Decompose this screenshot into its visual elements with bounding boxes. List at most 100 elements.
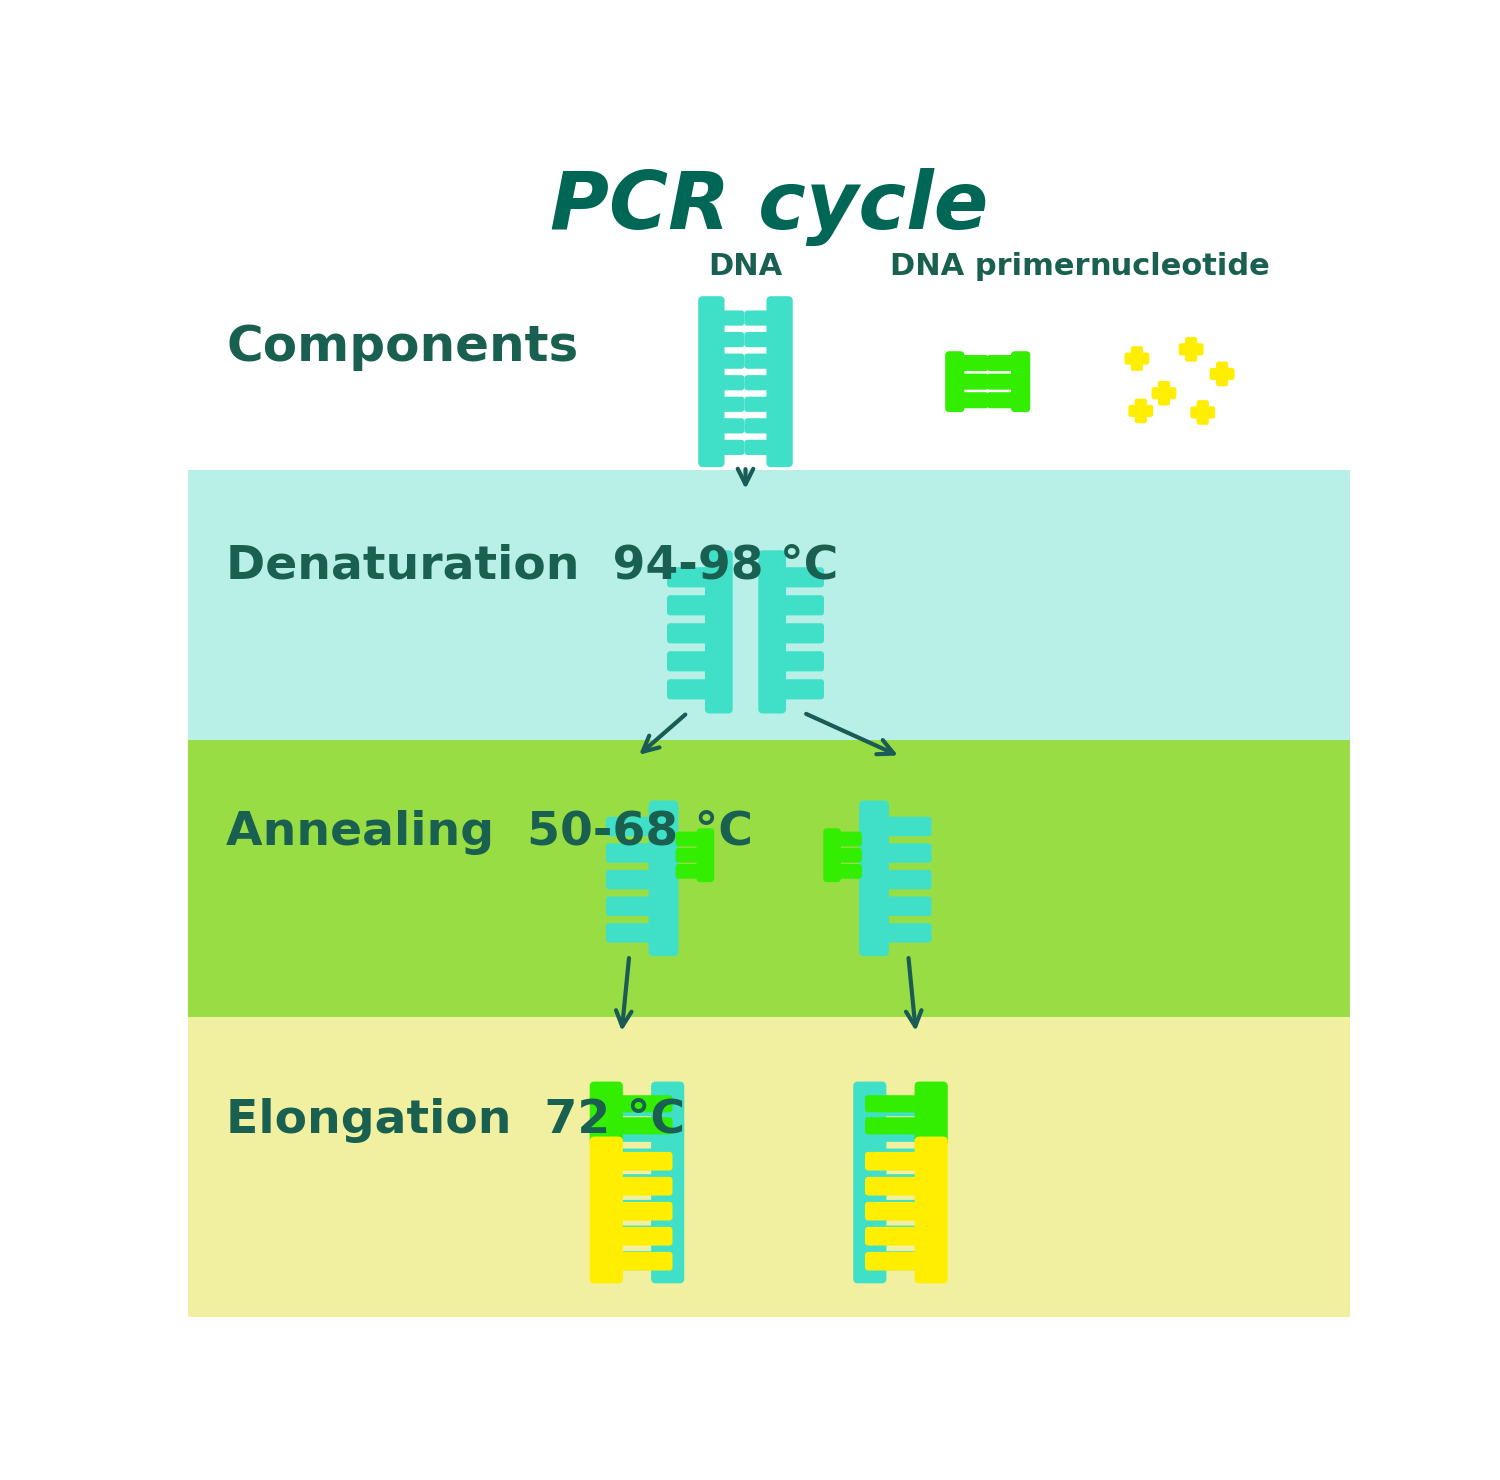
FancyBboxPatch shape (668, 623, 712, 644)
FancyBboxPatch shape (744, 311, 771, 326)
FancyBboxPatch shape (698, 296, 724, 468)
FancyBboxPatch shape (778, 651, 824, 672)
FancyBboxPatch shape (1191, 407, 1215, 419)
FancyBboxPatch shape (718, 354, 744, 369)
FancyBboxPatch shape (648, 801, 678, 956)
FancyBboxPatch shape (1134, 398, 1148, 423)
FancyBboxPatch shape (879, 1148, 936, 1168)
FancyBboxPatch shape (602, 1174, 658, 1193)
FancyBboxPatch shape (668, 651, 712, 672)
FancyBboxPatch shape (865, 1117, 922, 1134)
FancyBboxPatch shape (879, 1097, 936, 1116)
FancyBboxPatch shape (1209, 369, 1234, 380)
FancyBboxPatch shape (880, 924, 932, 943)
FancyBboxPatch shape (744, 374, 771, 391)
FancyBboxPatch shape (859, 801, 889, 956)
FancyBboxPatch shape (880, 844, 932, 863)
Bar (188, 178, 1350, 471)
FancyBboxPatch shape (606, 897, 657, 916)
Text: Elongation  72 °C: Elongation 72 °C (226, 1098, 686, 1144)
FancyBboxPatch shape (615, 1252, 672, 1270)
FancyBboxPatch shape (778, 595, 824, 616)
Text: nucleotide: nucleotide (1089, 252, 1270, 281)
FancyBboxPatch shape (606, 924, 657, 943)
FancyBboxPatch shape (880, 870, 932, 889)
Bar (188, 740, 1350, 1017)
FancyBboxPatch shape (957, 355, 988, 371)
FancyBboxPatch shape (1152, 388, 1176, 400)
FancyBboxPatch shape (865, 1151, 922, 1171)
FancyBboxPatch shape (987, 355, 1018, 371)
FancyBboxPatch shape (880, 817, 932, 836)
FancyBboxPatch shape (606, 870, 657, 889)
FancyBboxPatch shape (987, 373, 1018, 389)
FancyBboxPatch shape (880, 897, 932, 916)
FancyBboxPatch shape (615, 1177, 672, 1196)
FancyBboxPatch shape (675, 832, 704, 847)
FancyBboxPatch shape (915, 1082, 948, 1146)
FancyBboxPatch shape (602, 1251, 658, 1270)
FancyBboxPatch shape (718, 311, 744, 326)
FancyBboxPatch shape (834, 864, 862, 879)
FancyBboxPatch shape (1216, 361, 1228, 386)
FancyBboxPatch shape (778, 567, 824, 588)
FancyBboxPatch shape (879, 1251, 936, 1270)
FancyBboxPatch shape (865, 1202, 922, 1221)
FancyBboxPatch shape (615, 1227, 672, 1246)
FancyBboxPatch shape (957, 392, 988, 408)
FancyBboxPatch shape (615, 1151, 672, 1171)
FancyBboxPatch shape (834, 832, 862, 847)
FancyBboxPatch shape (744, 419, 771, 434)
FancyBboxPatch shape (675, 864, 704, 879)
FancyBboxPatch shape (668, 679, 712, 700)
Text: Components: Components (226, 323, 579, 371)
FancyBboxPatch shape (696, 829, 714, 882)
FancyBboxPatch shape (759, 551, 786, 713)
Bar (188, 1017, 1350, 1317)
Text: Annealing  50-68 °C: Annealing 50-68 °C (226, 810, 753, 854)
FancyBboxPatch shape (615, 1095, 672, 1113)
FancyBboxPatch shape (705, 551, 732, 713)
FancyBboxPatch shape (879, 1174, 936, 1193)
FancyBboxPatch shape (744, 397, 771, 411)
FancyBboxPatch shape (675, 848, 704, 863)
Text: DNA: DNA (708, 252, 783, 281)
FancyBboxPatch shape (602, 1123, 658, 1143)
FancyBboxPatch shape (957, 373, 988, 389)
FancyBboxPatch shape (744, 332, 771, 348)
FancyBboxPatch shape (778, 623, 824, 644)
Text: Denaturation  94-98 °C: Denaturation 94-98 °C (226, 545, 838, 589)
FancyBboxPatch shape (718, 419, 744, 434)
FancyBboxPatch shape (865, 1227, 922, 1246)
FancyBboxPatch shape (865, 1095, 922, 1113)
FancyBboxPatch shape (1179, 343, 1203, 355)
FancyBboxPatch shape (1128, 406, 1154, 417)
FancyBboxPatch shape (606, 844, 657, 863)
FancyBboxPatch shape (602, 1200, 658, 1220)
FancyBboxPatch shape (1125, 352, 1149, 364)
FancyBboxPatch shape (865, 1252, 922, 1270)
FancyBboxPatch shape (602, 1148, 658, 1168)
FancyBboxPatch shape (615, 1202, 672, 1221)
FancyBboxPatch shape (668, 567, 712, 588)
FancyBboxPatch shape (718, 332, 744, 348)
FancyBboxPatch shape (651, 1082, 684, 1283)
FancyBboxPatch shape (668, 595, 712, 616)
FancyBboxPatch shape (853, 1082, 886, 1283)
FancyBboxPatch shape (824, 829, 842, 882)
FancyBboxPatch shape (865, 1177, 922, 1196)
FancyBboxPatch shape (1185, 337, 1197, 361)
FancyBboxPatch shape (1158, 380, 1170, 406)
FancyBboxPatch shape (602, 1225, 658, 1245)
FancyBboxPatch shape (1197, 400, 1209, 425)
FancyBboxPatch shape (744, 354, 771, 369)
FancyBboxPatch shape (606, 817, 657, 836)
FancyBboxPatch shape (1131, 346, 1143, 371)
FancyBboxPatch shape (834, 848, 862, 863)
FancyBboxPatch shape (945, 351, 964, 411)
FancyBboxPatch shape (766, 296, 794, 468)
FancyBboxPatch shape (1011, 351, 1031, 411)
FancyBboxPatch shape (879, 1123, 936, 1143)
FancyBboxPatch shape (987, 392, 1018, 408)
FancyBboxPatch shape (879, 1200, 936, 1220)
